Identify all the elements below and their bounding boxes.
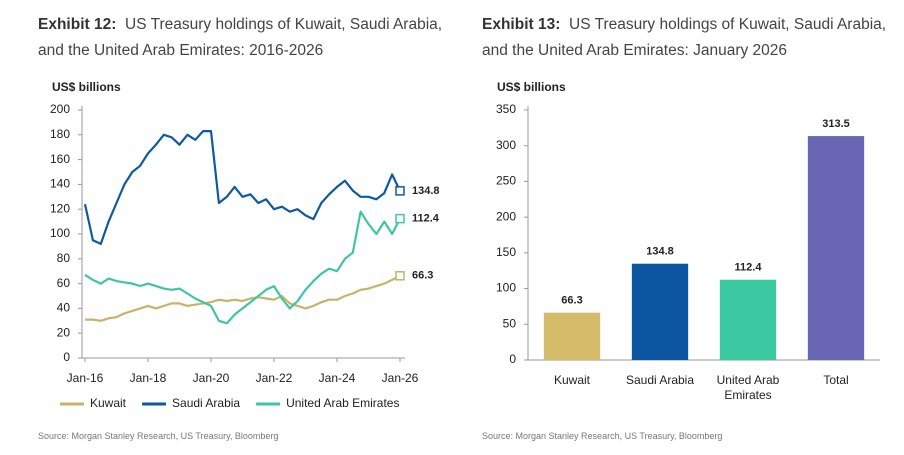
x-tick-label: Total — [823, 373, 849, 387]
y-tick-label: 0 — [63, 350, 70, 364]
y-tick-label: 100 — [50, 226, 70, 240]
y-tick-label: 200 — [50, 102, 70, 116]
end-label: 112.4 — [412, 213, 440, 225]
series-line — [83, 130, 401, 245]
title-text: US Treasury holdings of Kuwait, Saudi Ar… — [38, 16, 443, 59]
y-axis-label: US$ billions — [52, 80, 121, 94]
y-tick-label: 300 — [496, 138, 516, 152]
y-tick-label: 20 — [57, 325, 71, 339]
y-tick-label: 200 — [496, 209, 516, 223]
end-marker — [395, 271, 405, 281]
exhibit-label: Exhibit 12: — [38, 16, 117, 33]
y-tick-label: 180 — [50, 127, 70, 141]
legend-label: United Arab Emirates — [286, 396, 399, 410]
y-tick-label: 100 — [496, 281, 516, 295]
series-line — [85, 274, 401, 322]
y-tick-label: 40 — [57, 301, 71, 315]
bar — [543, 312, 601, 360]
x-tick-label: Saudi Arabia — [625, 373, 695, 387]
y-tick-label: 150 — [496, 245, 516, 259]
exhibit-label: Exhibit 13: — [482, 16, 561, 33]
y-tick-label: 160 — [50, 152, 70, 166]
value-label: 66.3 — [561, 295, 582, 307]
legend-label: Kuwait — [90, 396, 127, 410]
y-tick-label: 50 — [503, 316, 517, 330]
source-note: Source: Morgan Stanley Research, US Trea… — [38, 431, 279, 441]
value-label: 134.8 — [646, 246, 674, 258]
x-tick-label: Jan-22 — [256, 371, 293, 385]
chart-title: Exhibit 12: US Treasury holdings of Kuwa… — [38, 12, 448, 64]
end-marker — [395, 213, 405, 224]
source-note: Source: Morgan Stanley Research, US Trea… — [482, 431, 723, 441]
value-label: 112.4 — [735, 262, 763, 274]
value-label: 313.5 — [822, 118, 850, 130]
x-tick-label: Jan-16 — [67, 371, 104, 385]
y-tick-label: 250 — [496, 174, 516, 188]
x-tick-label: Kuwait — [553, 373, 591, 387]
y-tick-label: 80 — [57, 251, 71, 265]
bar — [719, 279, 777, 360]
bar — [631, 263, 689, 360]
y-tick-label: 140 — [50, 177, 70, 191]
series-line — [84, 210, 401, 325]
legend-label: Saudi Arabia — [172, 396, 240, 410]
end-label: 66.3 — [412, 270, 433, 282]
x-tick-label: United Arab Emirates — [716, 373, 780, 402]
x-tick-label: Jan-18 — [130, 371, 167, 385]
end-marker — [395, 186, 405, 196]
y-tick-label: 120 — [50, 201, 70, 215]
y-tick-label: 350 — [496, 102, 516, 116]
end-label: 134.8 — [412, 185, 440, 197]
x-tick-label: Jan-26 — [382, 371, 419, 385]
y-axis-label: US$ billions — [497, 80, 566, 94]
x-tick-label: Jan-20 — [193, 371, 230, 385]
y-tick-label: 0 — [509, 352, 516, 366]
chart-title: Exhibit 13: US Treasury holdings of Kuwa… — [482, 12, 892, 64]
x-tick-label: Jan-24 — [319, 371, 356, 385]
y-tick-label: 60 — [57, 276, 71, 290]
bar — [807, 136, 865, 360]
title-text: US Treasury holdings of Kuwait, Saudi Ar… — [482, 16, 887, 59]
